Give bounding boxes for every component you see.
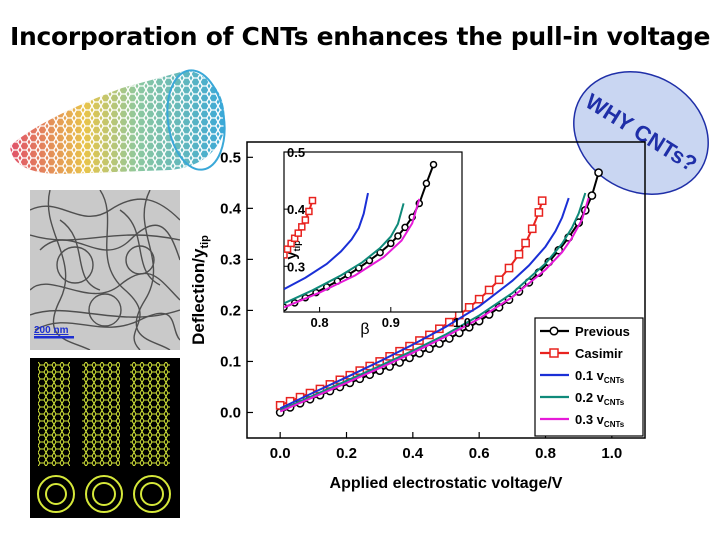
inset-x-tick-label: 0.8 <box>311 315 329 330</box>
data-point <box>588 192 595 199</box>
y-axis-label-sub: tip <box>199 235 211 249</box>
legend-marker <box>550 349 558 357</box>
data-point <box>486 286 493 293</box>
y-tick-label: 0.2 <box>220 302 241 319</box>
inset-x-tick-label: 1.0 <box>453 315 471 330</box>
inset-y-tick-label: 0.4 <box>287 202 306 217</box>
legend-marker <box>550 327 558 335</box>
scale-bar-label: 200 nm <box>34 325 69 336</box>
legend-label-sub: CNTs <box>604 420 625 429</box>
data-point <box>476 296 483 303</box>
data-point <box>402 224 408 230</box>
multiwall-nanotube-icon <box>30 358 180 518</box>
slide-title: Incorporation of CNTs enhances the pull-… <box>10 22 710 51</box>
y-tick-label: 0.5 <box>220 149 241 166</box>
x-tick-label: 0.2 <box>336 445 357 462</box>
y-axis-label: Deflection/ytip <box>189 235 211 345</box>
data-point <box>395 233 401 239</box>
x-tick-label: 0.0 <box>270 445 291 462</box>
inset-x-tick-label: 0.9 <box>382 315 400 330</box>
y-tick-label: 0.3 <box>220 251 241 268</box>
legend-label: Casimir <box>575 346 623 361</box>
data-point <box>529 225 536 232</box>
tem-micrograph-icon: 200 nm <box>30 190 180 350</box>
data-point <box>522 239 529 246</box>
data-point <box>505 264 512 271</box>
data-point <box>302 217 308 223</box>
inset-y-tick-label: 0.5 <box>287 145 305 160</box>
data-point <box>309 198 315 204</box>
data-point <box>423 180 429 186</box>
data-point <box>595 169 602 176</box>
inset-x-axis-label: β <box>360 321 369 338</box>
data-point <box>539 197 546 204</box>
x-axis-label: Applied electrostatic voltage/V <box>330 475 563 492</box>
y-tick-label: 0.1 <box>220 353 241 370</box>
y-tick-label: 0.4 <box>220 200 242 217</box>
x-tick-label: 0.4 <box>402 445 424 462</box>
data-point <box>535 209 542 216</box>
inset-frame <box>284 152 462 312</box>
data-point <box>515 251 522 258</box>
x-tick-label: 0.6 <box>469 445 490 462</box>
inset-y-tick-label: 0.3 <box>287 259 305 274</box>
data-point <box>299 224 305 230</box>
legend-label-sub: CNTs <box>604 376 625 385</box>
data-point <box>431 162 437 168</box>
x-tick-label: 1.0 <box>601 445 622 462</box>
x-tick-label: 0.8 <box>535 445 556 462</box>
y-tick-label: 0.0 <box>220 404 241 421</box>
data-point <box>306 208 312 214</box>
deflection-chart: 0.0 0.2 0.4 0.6 0.8 1.0 0.0 0.1 0.2 0.3 0.4 0.5 Appl… <box>180 120 650 500</box>
legend-label: Previous <box>575 324 630 339</box>
data-point <box>295 230 301 236</box>
legend-label-sub: CNTs <box>604 398 625 407</box>
data-point <box>495 276 502 283</box>
data-point <box>388 240 394 246</box>
